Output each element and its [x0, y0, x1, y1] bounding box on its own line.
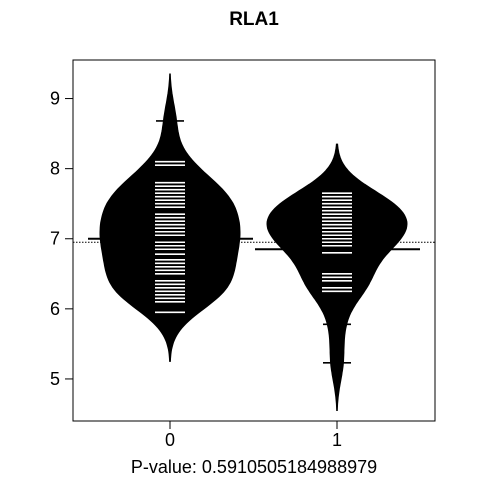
y-tick-label: 6 [50, 299, 60, 319]
bean-1 [255, 143, 420, 411]
x-axis-label: P-value: 0.5910505184988979 [131, 457, 377, 477]
x-tick-label: 0 [165, 430, 175, 450]
y-tick-label: 9 [50, 89, 60, 109]
bean-0 [88, 73, 253, 362]
y-tick-label: 7 [50, 229, 60, 249]
x-tick-label: 1 [332, 430, 342, 450]
chart-title: RLA1 [229, 9, 279, 30]
y-tick-label: 5 [50, 369, 60, 389]
plot-frame [72, 59, 436, 422]
axes-layer: 5 6 7 8 9 0 1 [50, 59, 436, 450]
y-tick-label: 8 [50, 159, 60, 179]
bean-layer [73, 73, 435, 411]
